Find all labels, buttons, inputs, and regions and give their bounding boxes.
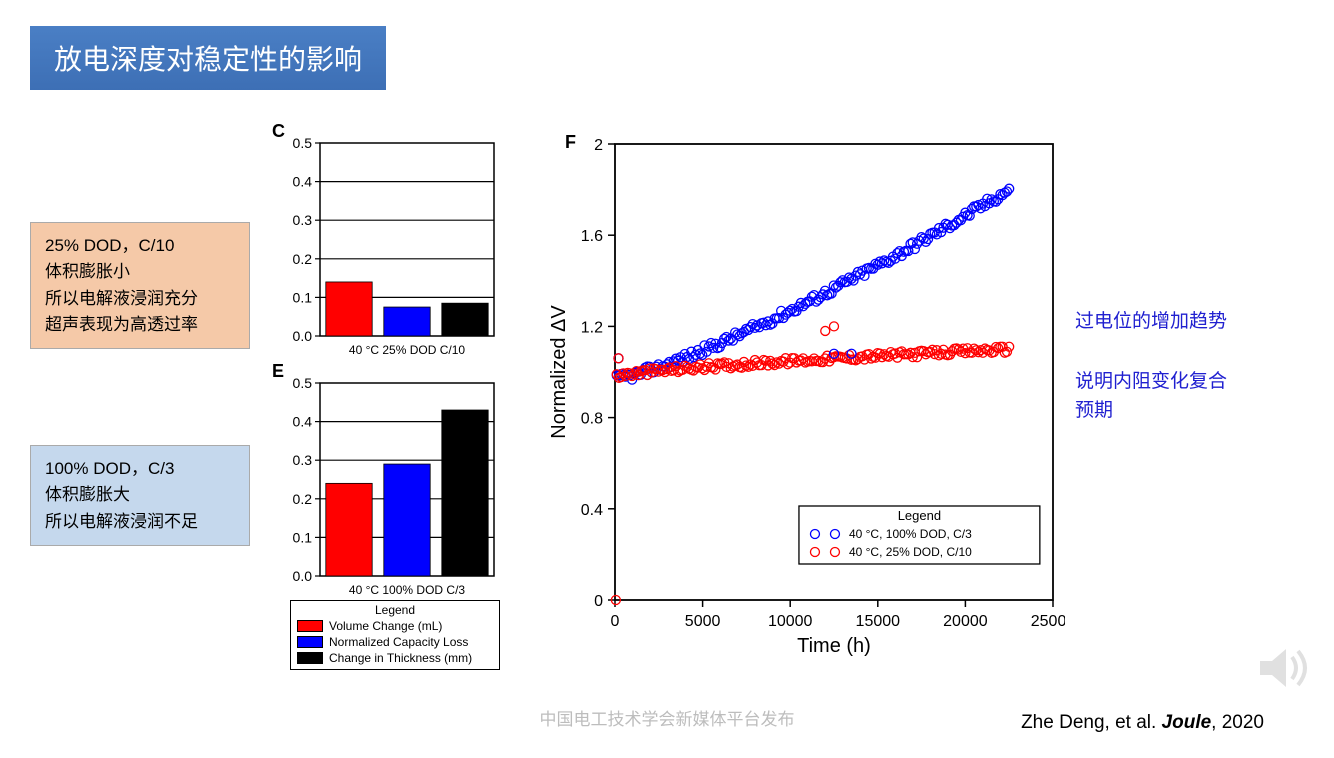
note-line: 体积膨胀小 [45,259,235,285]
note-line: 所以电解液浸润充分 [45,286,235,312]
svg-text:0.3: 0.3 [293,212,313,228]
svg-text:0.5: 0.5 [293,135,313,151]
bar-chart-e-svg: 0.0 0.1 0.2 0.3 0.4 0.5 40 °C 100% DOD C/3 [280,375,500,600]
citation-year: , 2020 [1211,712,1264,733]
svg-text:0: 0 [611,613,620,630]
citation: Zhe Deng, et al. Joule, 2020 [1021,712,1264,734]
bar-chart-c-svg: 0.0 0.1 0.2 0.3 0.4 0.5 40 °C 25% DOD C/10 [280,135,500,360]
svg-text:40 °C 100% DOD C/3: 40 °C 100% DOD C/3 [349,583,466,597]
legend-swatch [297,636,323,648]
legend-swatch [297,620,323,632]
svg-text:0.8: 0.8 [581,411,603,428]
svg-text:0.1: 0.1 [293,289,313,305]
scatter-chart-f-svg: F 0 5000 10000 15000 20000 25000 0 0.4 0.8 1.2 1.6 2… [545,132,1065,662]
svg-text:0.4: 0.4 [581,502,603,519]
bar-chart-c: C 0.00.10.20.30.40.540 °C 25% DOD C/10 [280,135,500,360]
panel-letter: C [272,121,285,142]
svg-text:0: 0 [594,593,603,610]
note-line: 所以电解液浸润不足 [45,509,235,535]
legend-label: Volume Change (mL) [329,619,442,633]
legend-item: Change in Thickness (mm) [295,651,495,665]
legend-swatch [297,652,323,664]
svg-text:0.0: 0.0 [293,568,313,584]
note-100pct-dod: 100% DOD，C/3 体积膨胀大 所以电解液浸润不足 [30,445,250,546]
note-line: 超声表现为高透过率 [45,312,235,338]
svg-text:0.1: 0.1 [293,529,313,545]
annotation-overpotential: 过电位的增加趋势 [1075,308,1227,337]
note-line: 100% DOD，C/3 [45,456,235,482]
legend-label: Normalized Capacity Loss [329,635,468,649]
citation-author: Zhe Deng, et al. [1021,712,1161,733]
note-line: 25% DOD，C/10 [45,233,235,259]
bar-chart-e: E 0.00.10.20.30.40.540 °C 100% DOD C/3 [280,375,500,600]
svg-text:0.4: 0.4 [293,174,313,190]
svg-text:15000: 15000 [856,613,901,630]
slide-title: 放电深度对稳定性的影响 [30,26,386,90]
svg-text:40 °C, 25% DOD, C/10: 40 °C, 25% DOD, C/10 [849,545,972,559]
svg-text:2: 2 [594,137,603,154]
legend-item: Normalized Capacity Loss [295,635,495,649]
note-line: 体积膨胀大 [45,482,235,508]
svg-text:Normalized ΔV: Normalized ΔV [548,305,570,439]
svg-text:0.3: 0.3 [293,452,313,468]
legend-item: Volume Change (mL) [295,619,495,633]
svg-text:1.2: 1.2 [581,319,603,336]
svg-text:0.2: 0.2 [293,251,313,267]
svg-text:0.5: 0.5 [293,375,313,391]
annotation-line: 说明内阻变化复合 [1075,371,1227,392]
svg-text:40 °C, 100% DOD, C/3: 40 °C, 100% DOD, C/3 [849,527,972,541]
svg-text:5000: 5000 [685,613,721,630]
annotation-line: 预期 [1075,400,1113,421]
svg-text:0.4: 0.4 [293,414,313,430]
speaker-icon [1256,643,1316,698]
svg-text:20000: 20000 [943,613,988,630]
svg-text:Time (h): Time (h) [797,635,871,657]
svg-text:Legend: Legend [898,508,941,523]
annotation-internal-resistance: 说明内阻变化复合 预期 [1075,368,1227,425]
panel-letter: E [272,361,284,382]
bar-legend: Legend Volume Change (mL) Normalized Cap… [290,600,500,670]
svg-text:10000: 10000 [768,613,813,630]
legend-label: Change in Thickness (mm) [329,651,472,665]
citation-journal: Joule [1162,712,1212,733]
svg-text:0.2: 0.2 [293,491,313,507]
svg-text:25000: 25000 [1031,613,1065,630]
svg-text:40 °C 25% DOD C/10: 40 °C 25% DOD C/10 [349,343,466,357]
note-25pct-dod: 25% DOD，C/10 体积膨胀小 所以电解液浸润充分 超声表现为高透过率 [30,222,250,349]
scatter-chart-f: F 0 5000 10000 15000 20000 25000 0 0.4 0.8 1.2 1.6 2… [545,132,1065,662]
legend-title: Legend [295,603,495,617]
svg-text:0.0: 0.0 [293,328,313,344]
svg-text:F: F [565,132,576,152]
svg-text:1.6: 1.6 [581,228,603,245]
